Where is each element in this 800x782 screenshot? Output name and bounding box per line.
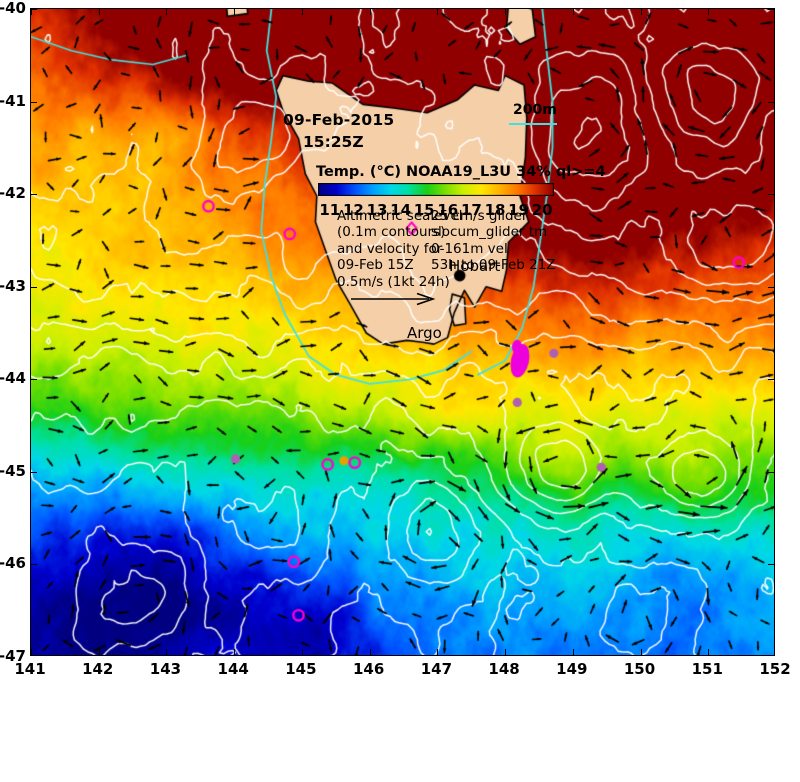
x-tick	[437, 649, 439, 655]
x-axis-label-145: 145	[285, 660, 317, 678]
colorbar-tick-12: 12	[342, 201, 364, 219]
colorbar-tick-14: 14	[390, 201, 412, 219]
x-tick	[301, 9, 303, 15]
colorbar-tick-18: 18	[484, 201, 506, 219]
time-annotation: 15:25Z	[303, 133, 364, 151]
x-tick	[98, 649, 100, 655]
x-tick	[640, 9, 642, 15]
y-tick	[768, 194, 774, 196]
colorbar: 11 12 13 14 15 16 17 18 19 20	[318, 181, 554, 220]
depth-scale-label: 200m	[513, 102, 557, 118]
y-tick	[31, 379, 37, 381]
x-tick	[708, 649, 710, 655]
map-plot-area[interactable]: 09-Feb-2015 15:25Z 200m Temp. (°C) NOAA1…	[30, 8, 775, 656]
y-tick	[31, 9, 37, 10]
colorbar-tick-16: 16	[437, 201, 459, 219]
glider-legend-text: 25 cm/s glider slocum_glider tm 0-161m v…	[431, 208, 556, 274]
x-axis-label-152: 152	[759, 660, 791, 678]
y-tick	[31, 471, 37, 473]
x-tick	[31, 649, 32, 655]
altimetry-legend-text: Altimetric sealevel (0.1m contours) and …	[337, 208, 463, 290]
y-tick	[768, 564, 774, 566]
y-tick	[31, 286, 37, 288]
y-tick	[31, 564, 37, 566]
depth-scale-bar	[509, 123, 557, 125]
x-axis-label-144: 144	[217, 660, 249, 678]
x-tick	[369, 9, 371, 15]
colorbar-tick-20: 20	[531, 201, 553, 219]
y-tick	[768, 101, 774, 103]
x-tick	[234, 649, 236, 655]
x-axis-label-151: 151	[691, 660, 723, 678]
y-tick	[768, 379, 774, 381]
date-annotation: 09-Feb-2015	[283, 111, 395, 129]
colorbar-tick-15: 15	[413, 201, 435, 219]
x-tick	[572, 9, 574, 15]
x-axis-label-150: 150	[623, 660, 656, 678]
x-axis-label-147: 147	[420, 660, 453, 678]
colorbar-gradient	[318, 183, 554, 196]
x-axis-label-148: 148	[488, 660, 520, 678]
colorbar-title: Temp. (°C) NOAA19_L3U 34% ql>=4	[316, 164, 606, 180]
x-tick	[369, 649, 371, 655]
x-tick	[505, 9, 507, 15]
argo-label: Argo	[407, 324, 442, 342]
x-tick	[31, 9, 32, 15]
velocity-reference-arrow	[349, 291, 441, 310]
x-tick	[166, 9, 168, 15]
x-tick	[572, 649, 574, 655]
x-tick	[708, 9, 710, 15]
colorbar-tick-labels: 11 12 13 14 15 16 17 18 19 20	[318, 201, 554, 220]
y-tick	[768, 286, 774, 288]
colorbar-tick-11: 11	[319, 201, 341, 219]
colorbar-tick-19: 19	[508, 201, 530, 219]
x-axis-label-149: 149	[556, 660, 588, 678]
colorbar-tick-17: 17	[460, 201, 482, 219]
x-tick	[98, 9, 100, 15]
x-tick	[301, 649, 303, 655]
x-tick	[234, 9, 236, 15]
x-axis-label-142: 142	[82, 660, 114, 678]
x-axis-label-143: 143	[149, 660, 182, 678]
y-tick	[768, 471, 774, 473]
y-tick	[31, 101, 37, 103]
y-tick	[31, 194, 37, 196]
x-tick	[505, 649, 507, 655]
colorbar-tick-13: 13	[366, 201, 388, 219]
hobart-label: Hobart	[449, 257, 501, 275]
x-tick	[640, 649, 642, 655]
x-tick	[437, 9, 439, 15]
x-axis-label-146: 146	[352, 660, 385, 678]
x-tick	[166, 649, 168, 655]
y-tick	[768, 9, 774, 10]
contour-and-vector-overlay	[31, 9, 774, 655]
x-axis-label-141: 141	[14, 660, 46, 678]
